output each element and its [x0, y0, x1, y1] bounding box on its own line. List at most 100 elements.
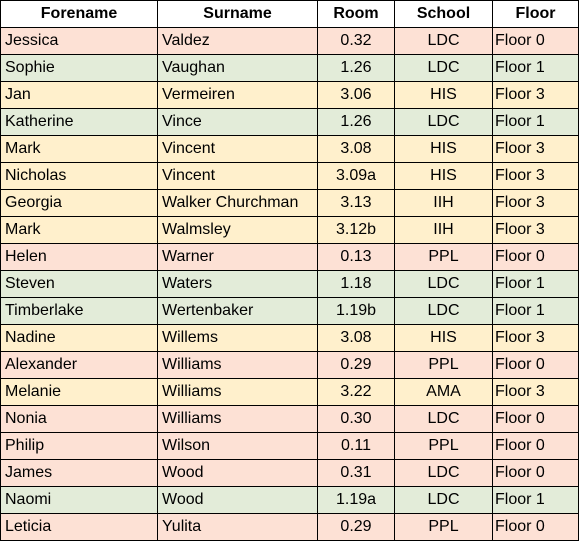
- table-row: Nadine Willems 3.08 HIS Floor 3: [0, 324, 579, 352]
- table-row: Steven Waters 1.18 LDC Floor 1: [0, 270, 579, 298]
- cell-surname: Waters: [157, 270, 318, 298]
- table-row: Sophie Vaughan 1.26 LDC Floor 1: [0, 54, 579, 82]
- cell-forename: Jessica: [0, 27, 158, 55]
- column-header-room: Room: [317, 0, 395, 28]
- table-row: Mark Walmsley 3.12b IIH Floor 3: [0, 216, 579, 244]
- cell-forename: Mark: [0, 135, 158, 163]
- cell-floor: Floor 1: [492, 108, 579, 136]
- table-row: Leticia Yulita 0.29 PPL Floor 0: [0, 513, 579, 541]
- cell-floor: Floor 1: [492, 54, 579, 82]
- cell-surname: Wood: [157, 459, 318, 487]
- cell-surname: Yulita: [157, 513, 318, 541]
- cell-school: LDC: [394, 270, 493, 298]
- cell-surname: Wertenbaker: [157, 297, 318, 325]
- cell-floor: Floor 0: [492, 513, 579, 541]
- table-row: Nonia Williams 0.30 LDC Floor 0: [0, 405, 579, 433]
- table-row: Helen Warner 0.13 PPL Floor 0: [0, 243, 579, 271]
- table-row: Timberlake Wertenbaker 1.19b LDC Floor 1: [0, 297, 579, 325]
- cell-forename: Georgia: [0, 189, 158, 217]
- cell-floor: Floor 0: [492, 243, 579, 271]
- cell-floor: Floor 3: [492, 216, 579, 244]
- cell-floor: Floor 3: [492, 324, 579, 352]
- cell-floor: Floor 3: [492, 189, 579, 217]
- cell-school: LDC: [394, 405, 493, 433]
- cell-surname: Wood: [157, 486, 318, 514]
- cell-forename: Timberlake: [0, 297, 158, 325]
- cell-school: HIS: [394, 81, 493, 109]
- table-body: Jessica Valdez 0.32 LDC Floor 0 Sophie Vaughan…: [0, 27, 579, 541]
- cell-school: LDC: [394, 27, 493, 55]
- cell-forename: Mark: [0, 216, 158, 244]
- cell-school: LDC: [394, 459, 493, 487]
- cell-surname: Vincent: [157, 162, 318, 190]
- table-header: Forename Surname Room School Floor: [0, 0, 579, 28]
- cell-school: AMA: [394, 378, 493, 406]
- cell-room: 0.31: [317, 459, 395, 487]
- cell-surname: Walmsley: [157, 216, 318, 244]
- cell-surname: Vincent: [157, 135, 318, 163]
- cell-surname: Wilson: [157, 432, 318, 460]
- cell-room: 3.06: [317, 81, 395, 109]
- cell-room: 3.08: [317, 324, 395, 352]
- cell-surname: Walker Churchman: [157, 189, 318, 217]
- cell-school: PPL: [394, 432, 493, 460]
- cell-floor: Floor 0: [492, 432, 579, 460]
- table-row: Nicholas Vincent 3.09a HIS Floor 3: [0, 162, 579, 190]
- cell-school: PPL: [394, 243, 493, 271]
- cell-room: 3.09a: [317, 162, 395, 190]
- cell-school: PPL: [394, 351, 493, 379]
- cell-forename: Melanie: [0, 378, 158, 406]
- cell-forename: Jan: [0, 81, 158, 109]
- column-header-floor: Floor: [492, 0, 579, 28]
- table-row: Mark Vincent 3.08 HIS Floor 3: [0, 135, 579, 163]
- cell-floor: Floor 3: [492, 378, 579, 406]
- cell-forename: Katherine: [0, 108, 158, 136]
- cell-floor: Floor 0: [492, 351, 579, 379]
- cell-forename: Nadine: [0, 324, 158, 352]
- cell-room: 0.32: [317, 27, 395, 55]
- table-row: James Wood 0.31 LDC Floor 0: [0, 459, 579, 487]
- cell-surname: Willems: [157, 324, 318, 352]
- cell-room: 0.30: [317, 405, 395, 433]
- cell-forename: Naomi: [0, 486, 158, 514]
- cell-room: 0.29: [317, 513, 395, 541]
- cell-floor: Floor 1: [492, 297, 579, 325]
- cell-room: 3.12b: [317, 216, 395, 244]
- cell-school: IIH: [394, 216, 493, 244]
- cell-school: LDC: [394, 54, 493, 82]
- cell-school: HIS: [394, 135, 493, 163]
- cell-forename: James: [0, 459, 158, 487]
- cell-floor: Floor 0: [492, 459, 579, 487]
- cell-room: 1.19a: [317, 486, 395, 514]
- table-row: Philip Wilson 0.11 PPL Floor 0: [0, 432, 579, 460]
- cell-room: 1.18: [317, 270, 395, 298]
- cell-surname: Vince: [157, 108, 318, 136]
- cell-school: HIS: [394, 162, 493, 190]
- cell-school: PPL: [394, 513, 493, 541]
- cell-floor: Floor 3: [492, 135, 579, 163]
- table-row: Georgia Walker Churchman 3.13 IIH Floor 3: [0, 189, 579, 217]
- cell-room: 3.22: [317, 378, 395, 406]
- column-header-school: School: [394, 0, 493, 28]
- header-row: Forename Surname Room School Floor: [0, 0, 579, 28]
- table-row: Melanie Williams 3.22 AMA Floor 3: [0, 378, 579, 406]
- cell-forename: Leticia: [0, 513, 158, 541]
- cell-school: LDC: [394, 108, 493, 136]
- cell-forename: Alexander: [0, 351, 158, 379]
- cell-room: 1.19b: [317, 297, 395, 325]
- cell-forename: Philip: [0, 432, 158, 460]
- cell-room: 1.26: [317, 108, 395, 136]
- column-header-forename: Forename: [0, 0, 158, 28]
- cell-forename: Nicholas: [0, 162, 158, 190]
- cell-floor: Floor 1: [492, 486, 579, 514]
- cell-room: 3.08: [317, 135, 395, 163]
- cell-forename: Steven: [0, 270, 158, 298]
- cell-surname: Vermeiren: [157, 81, 318, 109]
- cell-surname: Williams: [157, 405, 318, 433]
- column-header-surname: Surname: [157, 0, 318, 28]
- cell-room: 3.13: [317, 189, 395, 217]
- cell-school: LDC: [394, 486, 493, 514]
- cell-surname: Williams: [157, 351, 318, 379]
- cell-floor: Floor 1: [492, 270, 579, 298]
- cell-room: 0.11: [317, 432, 395, 460]
